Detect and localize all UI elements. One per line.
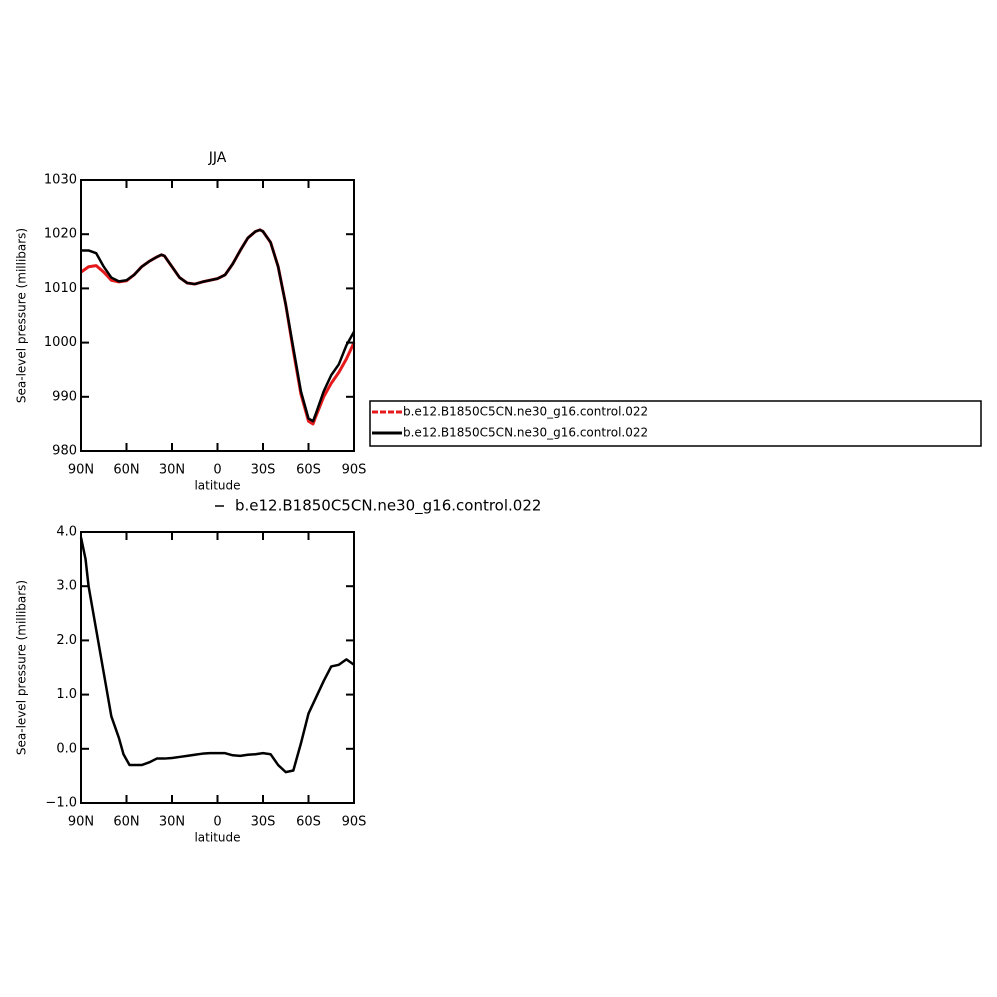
y-tick-label: 980 bbox=[52, 444, 77, 459]
x-tick-label: 90N bbox=[68, 463, 94, 478]
y-tick-label: 1000 bbox=[44, 335, 77, 350]
y-axis-label: Sea-level pressure (millibars) bbox=[15, 228, 29, 403]
y-tick-label: 1030 bbox=[44, 173, 77, 188]
y-tick-label: 990 bbox=[52, 389, 77, 404]
x-tick-label: 60N bbox=[113, 463, 139, 478]
plot-frame bbox=[80, 531, 355, 804]
x-tick-label: 90S bbox=[342, 815, 367, 830]
chart-title: JJA bbox=[208, 150, 227, 166]
legend-label: b.e12.B1850C5CN.ne30_g16.control.022 bbox=[403, 405, 648, 419]
legend-box bbox=[369, 400, 982, 447]
x-tick-label: 0 bbox=[213, 815, 221, 830]
x-tick-label: 0 bbox=[213, 463, 221, 478]
x-tick-label: 30S bbox=[251, 815, 276, 830]
y-axis-label: Sea-level pressure (millibars) bbox=[15, 580, 29, 755]
x-axis-label: latitude bbox=[194, 831, 240, 845]
x-tick-label: 30N bbox=[159, 463, 185, 478]
x-tick-label: 90N bbox=[68, 815, 94, 830]
y-tick-label: 1.0 bbox=[56, 687, 77, 702]
x-tick-label: 60S bbox=[296, 815, 321, 830]
y-tick-label: 0.0 bbox=[56, 741, 77, 756]
x-tick-label: 30S bbox=[251, 463, 276, 478]
x-axis-label: latitude bbox=[194, 479, 240, 493]
y-tick-label: 1010 bbox=[44, 281, 77, 296]
y-tick-label: 2.0 bbox=[56, 633, 77, 648]
legend-label: b.e12.B1850C5CN.ne30_g16.control.022 bbox=[235, 497, 541, 516]
data-line bbox=[79, 537, 355, 774]
x-tick-label: 30N bbox=[159, 815, 185, 830]
y-tick-label: −1.0 bbox=[45, 796, 77, 811]
x-tick-label: 60S bbox=[296, 463, 321, 478]
y-tick-label: 3.0 bbox=[56, 579, 77, 594]
data-line bbox=[80, 228, 356, 426]
data-line bbox=[81, 228, 356, 423]
x-tick-label: 90S bbox=[342, 463, 367, 478]
x-tick-label: 60N bbox=[113, 815, 139, 830]
y-tick-label: 1020 bbox=[44, 227, 77, 242]
plot-frame bbox=[80, 179, 355, 452]
y-tick-label: 4.0 bbox=[56, 525, 77, 540]
legend-label: b.e12.B1850C5CN.ne30_g16.control.022 bbox=[403, 426, 648, 440]
